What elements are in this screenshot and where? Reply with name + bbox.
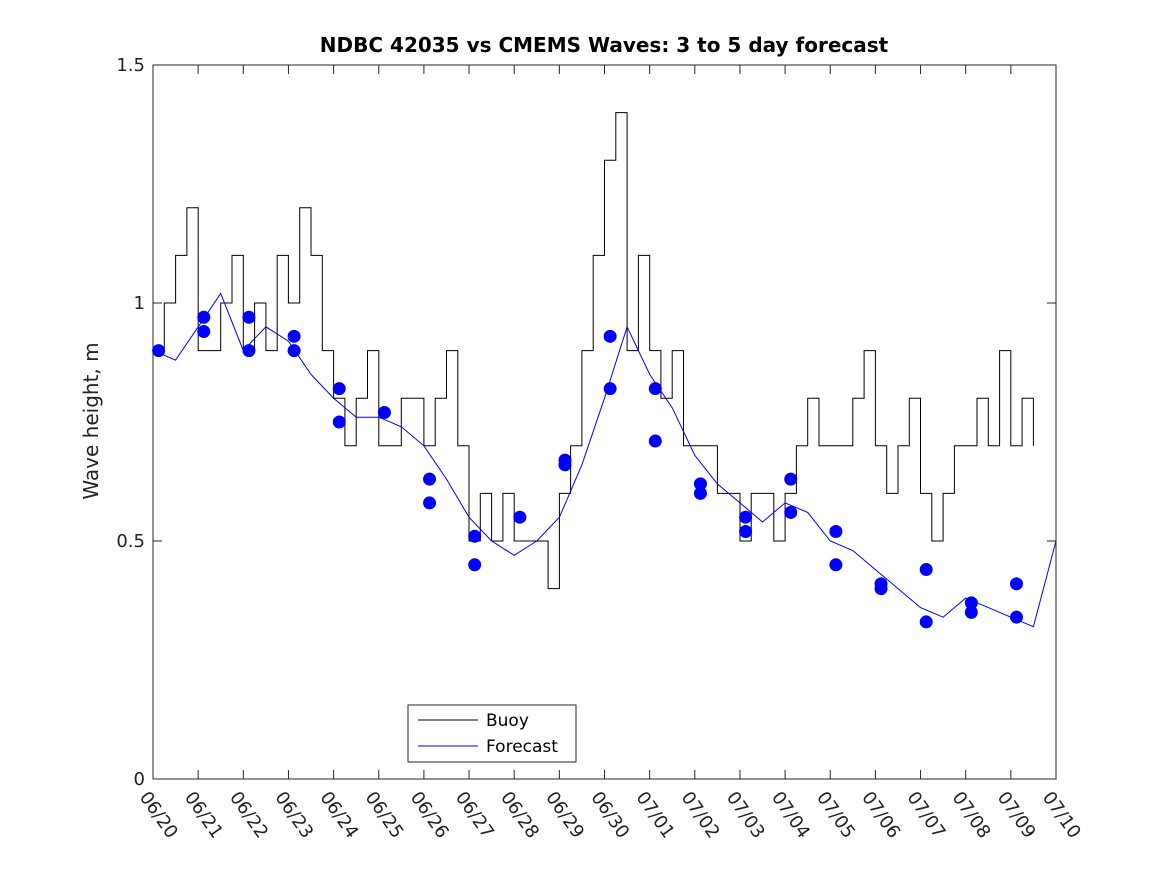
x-tick-label: 06/26 (406, 788, 453, 843)
forecast-marker (784, 505, 798, 519)
x-tick-label: 06/30 (586, 788, 633, 843)
y-tick-label: 0.5 (116, 531, 145, 552)
legend: Buoy Forecast (407, 704, 577, 763)
y-tick-label: 1 (134, 293, 145, 314)
forecast-marker (468, 529, 482, 543)
x-tick-label: 07/04 (767, 788, 814, 843)
forecast-marker (784, 472, 798, 486)
forecast-marker (468, 558, 482, 572)
forecast-marker (242, 344, 256, 358)
forecast-marker (197, 310, 211, 324)
forecast-marker (919, 615, 933, 629)
forecast-marker (1009, 610, 1023, 624)
x-tick-label: 06/25 (361, 788, 408, 843)
forecast-marker (693, 477, 707, 491)
x-tick-label: 06/24 (316, 788, 363, 843)
legend-box (407, 704, 577, 763)
x-tick-label: 06/21 (180, 788, 227, 843)
forecast-marker (423, 472, 437, 486)
forecast-marker (558, 458, 572, 472)
y-tick-label: 1.5 (116, 55, 145, 76)
forecast-marker (1009, 577, 1023, 591)
y-tick-label: 0 (134, 769, 145, 790)
forecast-series-line (152, 292, 1057, 628)
x-tick-label: 07/10 (1038, 788, 1085, 843)
y-axis-ticks: 0 0.5 1 1.5 (116, 55, 1056, 790)
x-tick-label: 07/06 (857, 788, 904, 843)
forecast-marker (513, 510, 527, 524)
forecast-marker (739, 524, 753, 538)
x-tick-label: 06/20 (135, 788, 182, 843)
forecast-markers (152, 310, 1023, 629)
forecast-marker (874, 582, 888, 596)
forecast-marker (919, 563, 933, 577)
x-tick-label: 07/05 (812, 788, 859, 843)
x-tick-label: 07/02 (677, 788, 724, 843)
forecast-marker (829, 524, 843, 538)
plot-content (152, 112, 1057, 629)
forecast-marker (648, 434, 662, 448)
chart-title: NDBC 42035 vs CMEMS Waves: 3 to 5 day fo… (320, 33, 889, 57)
forecast-marker (648, 382, 662, 396)
x-tick-label: 07/08 (948, 788, 995, 843)
forecast-marker (739, 510, 753, 524)
x-tick-label: 06/23 (270, 788, 317, 843)
buoy-series-line (153, 112, 1034, 590)
legend-forecast-label: Forecast (486, 737, 558, 757)
x-tick-label: 06/27 (451, 788, 498, 843)
forecast-marker (287, 329, 301, 343)
x-tick-label: 07/01 (632, 788, 679, 843)
forecast-marker (693, 486, 707, 500)
forecast-marker (964, 605, 978, 619)
x-tick-label: 07/07 (902, 788, 949, 843)
forecast-marker (423, 496, 437, 510)
y-axis-label: Wave height, m (79, 342, 103, 499)
forecast-marker (603, 382, 617, 396)
forecast-marker (197, 325, 211, 339)
x-tick-label: 06/29 (541, 788, 588, 843)
forecast-marker (152, 344, 166, 358)
x-tick-label: 07/09 (993, 788, 1040, 843)
x-tick-label: 07/03 (722, 788, 769, 843)
forecast-marker (829, 558, 843, 572)
x-tick-label: 06/22 (225, 788, 272, 843)
forecast-marker (332, 415, 346, 429)
legend-buoy-label: Buoy (486, 711, 529, 731)
forecast-marker (242, 310, 256, 324)
forecast-marker (377, 405, 391, 419)
forecast-marker (287, 344, 301, 358)
forecast-marker (332, 382, 346, 396)
forecast-marker (603, 329, 617, 343)
x-tick-label: 06/28 (496, 788, 543, 843)
forecast-marker (964, 596, 978, 610)
